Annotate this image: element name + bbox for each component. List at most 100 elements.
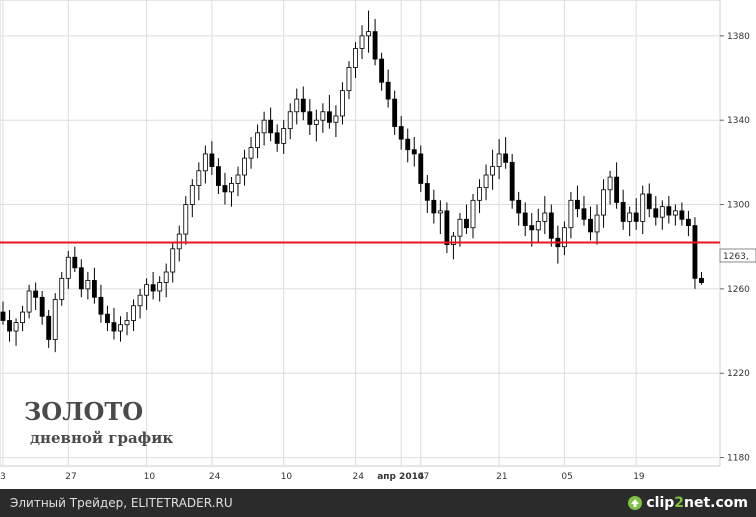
candle: [685, 210, 691, 237]
candle: [144, 278, 150, 310]
candle-body-up: [157, 282, 163, 292]
footer-bar: Элитный Трейдер, ELITETRADER.RU clip2net…: [0, 489, 756, 517]
candle: [640, 185, 646, 235]
clip2net-text: clip2net.com: [646, 495, 748, 511]
candle: [313, 109, 319, 142]
candle: [20, 305, 26, 332]
candle-body-down: [614, 176, 620, 203]
candle-body-down: [392, 98, 398, 127]
candle-body-up: [294, 98, 300, 113]
candle: [346, 61, 352, 100]
candle: [607, 170, 613, 205]
candle: [692, 217, 698, 289]
x-tick-label: 3: [0, 472, 6, 482]
candle-body-down: [268, 119, 274, 134]
candle-body-down: [411, 149, 417, 155]
candle: [124, 312, 130, 336]
candle: [170, 242, 176, 283]
y-tick-label: 1340: [727, 116, 750, 126]
plot-area: [0, 0, 721, 467]
candle: [52, 293, 58, 353]
x-tick-label: 10: [281, 472, 293, 482]
candle-body-up: [242, 157, 247, 176]
candle-body-down: [464, 218, 469, 229]
candle-body-down: [215, 166, 221, 186]
candle: [483, 164, 489, 201]
candle: [496, 139, 502, 180]
candle-body-down: [0, 311, 6, 321]
candle: [666, 196, 672, 224]
candle-body-up: [13, 322, 19, 332]
candle: [457, 212, 463, 247]
candle: [85, 272, 91, 300]
candle-body-up: [437, 210, 443, 214]
candle-body-down: [379, 58, 385, 83]
upload-arrow-icon: [628, 496, 643, 510]
candle: [646, 183, 652, 218]
candle-body-up: [601, 189, 606, 216]
x-tick-label: 07: [418, 472, 429, 482]
candle: [287, 103, 293, 140]
candle-body-up: [281, 128, 287, 144]
y-tick-label: 1380: [727, 32, 750, 42]
candle: [561, 221, 567, 256]
candle-body-down: [326, 111, 332, 123]
candle: [39, 290, 45, 325]
y-tick-label: 1220: [727, 369, 750, 379]
candle-body-down: [385, 81, 391, 100]
candle: [0, 301, 6, 325]
candle: [281, 120, 287, 154]
chart-title: ЗОЛОТО: [24, 397, 143, 426]
candle-body-up: [320, 111, 326, 121]
candle-body-up: [85, 280, 91, 290]
candle-body-up: [672, 210, 678, 216]
candle: [542, 196, 548, 235]
candle-body-down: [509, 161, 515, 201]
y-tick-label: 1300: [727, 201, 750, 211]
candle: [601, 179, 606, 228]
candle-body-down: [575, 199, 580, 210]
candle-body-down: [46, 315, 52, 340]
current-price-label: 1263,: [723, 252, 749, 262]
candle-body-down: [209, 153, 215, 167]
candle-body-up: [568, 199, 574, 229]
candle: [189, 179, 195, 218]
candle-body-up: [470, 199, 476, 229]
candle-body-up: [542, 212, 548, 222]
candle-body-up: [340, 90, 345, 117]
candle-body-down: [581, 208, 587, 220]
chart-subtitle: дневной график: [30, 429, 173, 447]
candle-body-down: [444, 210, 450, 245]
candle: [411, 137, 417, 167]
candle: [255, 124, 261, 159]
candle: [398, 115, 404, 150]
candle-body-up: [359, 35, 365, 49]
candle: [588, 206, 593, 241]
candle: [176, 225, 182, 262]
y-tick-label: 1260: [727, 285, 750, 295]
candle-body-down: [679, 210, 685, 220]
candle: [78, 259, 84, 298]
candle: [196, 162, 202, 201]
brand-suffix: net.com: [684, 495, 748, 511]
candle: [490, 149, 496, 190]
candle: [294, 88, 300, 125]
candle: [464, 204, 469, 235]
candle: [418, 145, 424, 192]
current-price-box: [719, 248, 756, 263]
candle: [405, 128, 411, 163]
candle-body-down: [405, 138, 411, 151]
candle-body-up: [235, 174, 241, 184]
candle: [535, 208, 541, 243]
footer-credit: Элитный Трейдер, ELITETRADER.RU: [10, 496, 233, 510]
candle-body-up: [170, 248, 176, 273]
brand-accent: 2: [674, 495, 685, 511]
grid-lines: [0, 0, 720, 466]
candle: [477, 179, 482, 213]
candle: [516, 191, 522, 226]
candle: [111, 307, 117, 340]
candle-body-up: [346, 67, 352, 92]
candle: [65, 250, 71, 289]
candle: [437, 200, 443, 235]
candle-body-up: [163, 271, 169, 283]
